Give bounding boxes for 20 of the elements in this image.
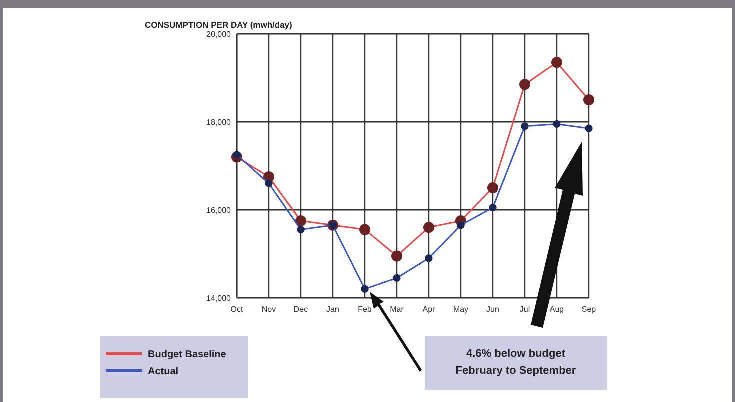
x-tick-label: Jun <box>486 305 500 314</box>
chart-title: CONSUMPTION PER DAY (mwh/day) <box>145 20 293 30</box>
x-tick-label: Aug <box>550 305 564 314</box>
x-tick-label: Jul <box>520 305 530 314</box>
x-tick-label: Mar <box>390 305 404 314</box>
legend-label: Actual <box>148 366 179 378</box>
x-tick-label: Sep <box>582 305 597 314</box>
x-tick-label: May <box>453 305 469 314</box>
x-tick-label: Oct <box>230 305 244 314</box>
legend-label: Budget Baseline <box>148 350 227 360</box>
x-tick-label: Nov <box>262 305 276 314</box>
y-tick-label: 20,000 <box>206 30 232 39</box>
x-tick-label: Apr <box>422 305 436 314</box>
y-tick-label: 18,000 <box>206 118 232 127</box>
y-tick-label: 16,000 <box>206 206 232 215</box>
x-tick-label: Jan <box>326 305 340 314</box>
y-tick-label: 14,000 <box>206 294 232 303</box>
text: 4.6% below budget February to September <box>456 348 577 377</box>
x-tick-label: Dec <box>294 305 308 314</box>
x-tick-label: Feb <box>358 305 372 314</box>
